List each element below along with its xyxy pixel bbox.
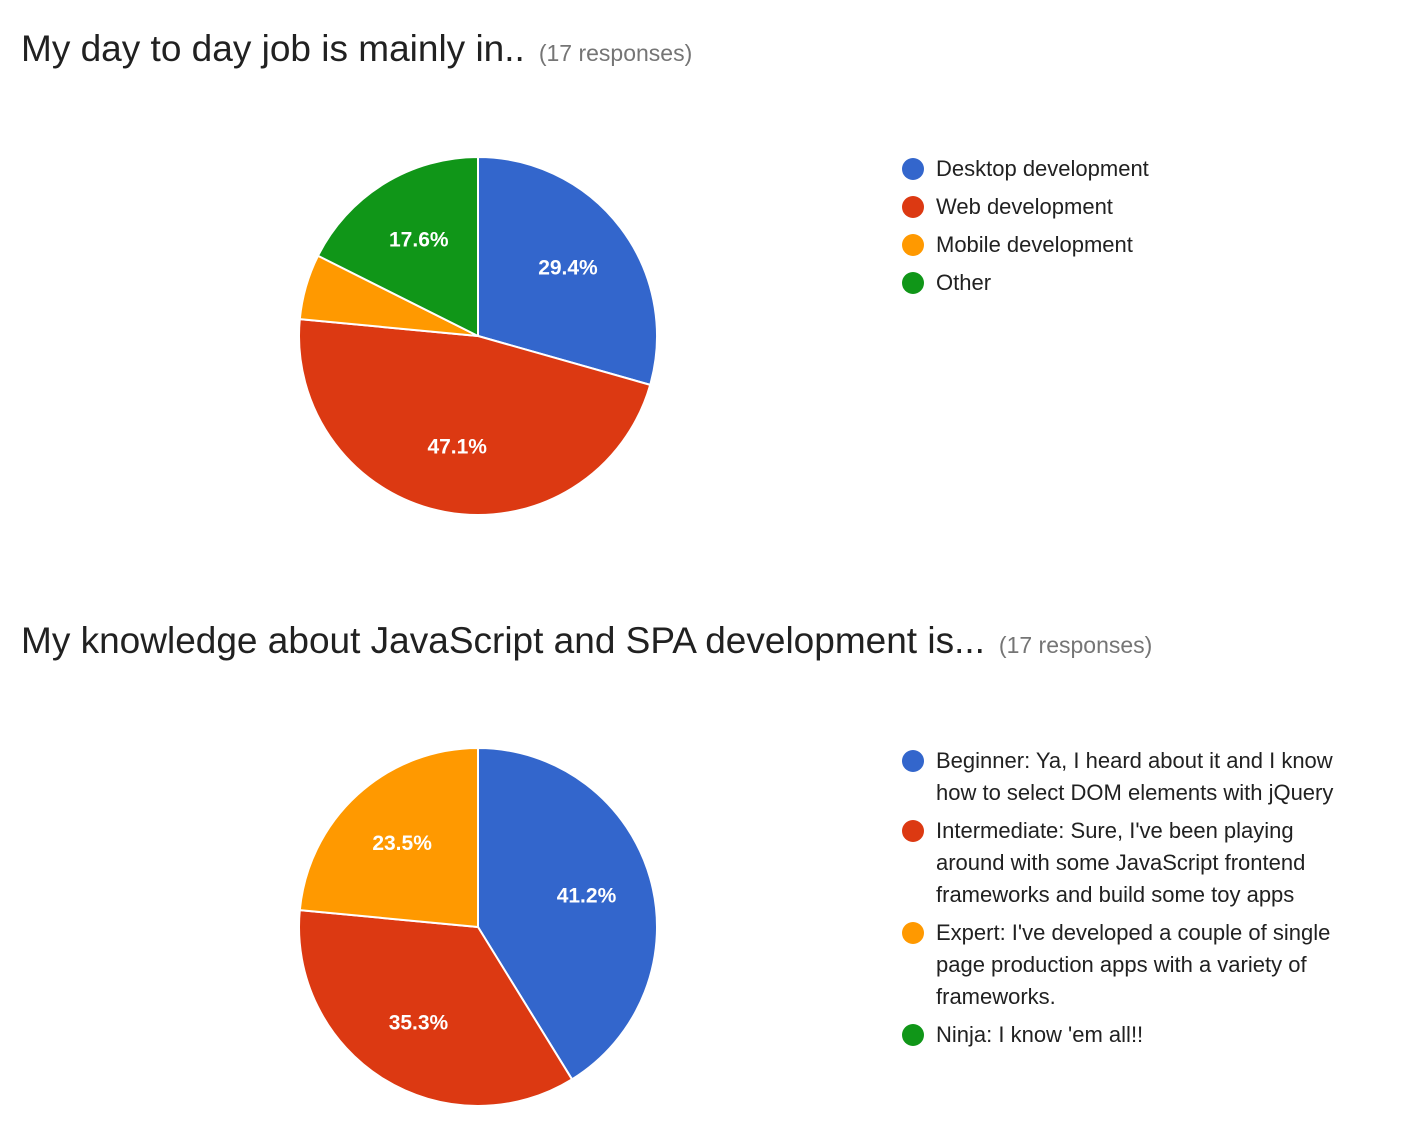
legend-item-mobile-development[interactable]: Mobile development	[902, 229, 1382, 261]
legend-swatch-icon	[902, 750, 924, 772]
chart-title: My day to day job is mainly in..	[21, 28, 525, 69]
legend-label: Intermediate: Sure, I've been playing ar…	[936, 818, 1306, 907]
chart-legend-knowledge: Beginner: Ya, I heard about it and I kno…	[902, 745, 1382, 1057]
legend-swatch-icon	[902, 196, 924, 218]
chart-title: My knowledge about JavaScript and SPA de…	[21, 620, 985, 661]
legend-label: Desktop development	[936, 156, 1149, 181]
chart-card-knowledge: My knowledge about JavaScript and SPA de…	[0, 590, 1402, 1140]
response-count: (17 responses)	[538, 40, 693, 66]
legend-item-other[interactable]: Other	[902, 267, 1382, 299]
legend-label: Ninja: I know 'em all!!	[936, 1022, 1144, 1047]
slice-label-other: 17.6%	[389, 229, 449, 252]
pie-chart-job: 29.4% 47.1% 17.6%	[298, 156, 658, 516]
legend-item-ninja-i-know-em-all[interactable]: Ninja: I know 'em all!!	[902, 1019, 1382, 1051]
slice-label-expert-i-ve-developed-a-couple-of-single: 23.5%	[372, 832, 432, 855]
slice-label-web-development: 47.1%	[427, 435, 487, 458]
legend-item-intermediate-sure-i-ve-been-playing-arou[interactable]: Intermediate: Sure, I've been playing ar…	[902, 815, 1382, 911]
legend-item-desktop-development[interactable]: Desktop development	[902, 153, 1382, 185]
pie-slice-beginner-ya-i-heard-about-it-and-i-know-[interactable]	[477, 747, 658, 1081]
legend-label: Other	[936, 270, 992, 295]
pie-slice-expert-i-ve-developed-a-couple-of-single[interactable]	[298, 747, 479, 928]
legend-label: Beginner: Ya, I heard about it and I kno…	[936, 748, 1334, 805]
legend-item-expert-i-ve-developed-a-couple-of-single[interactable]: Expert: I've developed a couple of singl…	[902, 917, 1382, 1013]
pie-slice-other[interactable]	[317, 156, 479, 337]
slice-label-desktop-development: 29.4%	[538, 257, 598, 280]
chart-card-job: My day to day job is mainly in.. (17 resp…	[0, 0, 1402, 560]
legend-label: Mobile development	[936, 232, 1133, 257]
legend-label: Expert: I've developed a couple of singl…	[936, 920, 1331, 1009]
pie-slice-web-development[interactable]	[298, 318, 652, 516]
legend-item-beginner-ya-i-heard-about-it-and-i-know-[interactable]: Beginner: Ya, I heard about it and I kno…	[902, 745, 1382, 809]
slice-label-beginner-ya-i-heard-about-it-and-i-know-: 41.2%	[557, 885, 617, 908]
chart-legend-job: Desktop development Web development Mobile…	[902, 153, 1382, 305]
legend-swatch-icon	[902, 158, 924, 180]
legend-label: Web development	[936, 194, 1113, 219]
pie-slice-desktop-development[interactable]	[477, 156, 658, 386]
slice-label-intermediate-sure-i-ve-been-playing-arou: 35.3%	[389, 1011, 449, 1034]
legend-swatch-icon	[902, 820, 924, 842]
legend-swatch-icon	[902, 234, 924, 256]
pie-chart-knowledge: 41.2% 35.3% 23.5%	[298, 747, 658, 1107]
chart-title-row: My knowledge about JavaScript and SPA de…	[21, 620, 1152, 662]
legend-swatch-icon	[902, 1024, 924, 1046]
pie-slice-intermediate-sure-i-ve-been-playing-arou[interactable]	[298, 909, 574, 1107]
legend-swatch-icon	[902, 922, 924, 944]
response-count: (17 responses)	[998, 632, 1153, 658]
chart-title-row: My day to day job is mainly in.. (17 resp…	[21, 28, 692, 70]
legend-swatch-icon	[902, 272, 924, 294]
legend-item-web-development[interactable]: Web development	[902, 191, 1382, 223]
